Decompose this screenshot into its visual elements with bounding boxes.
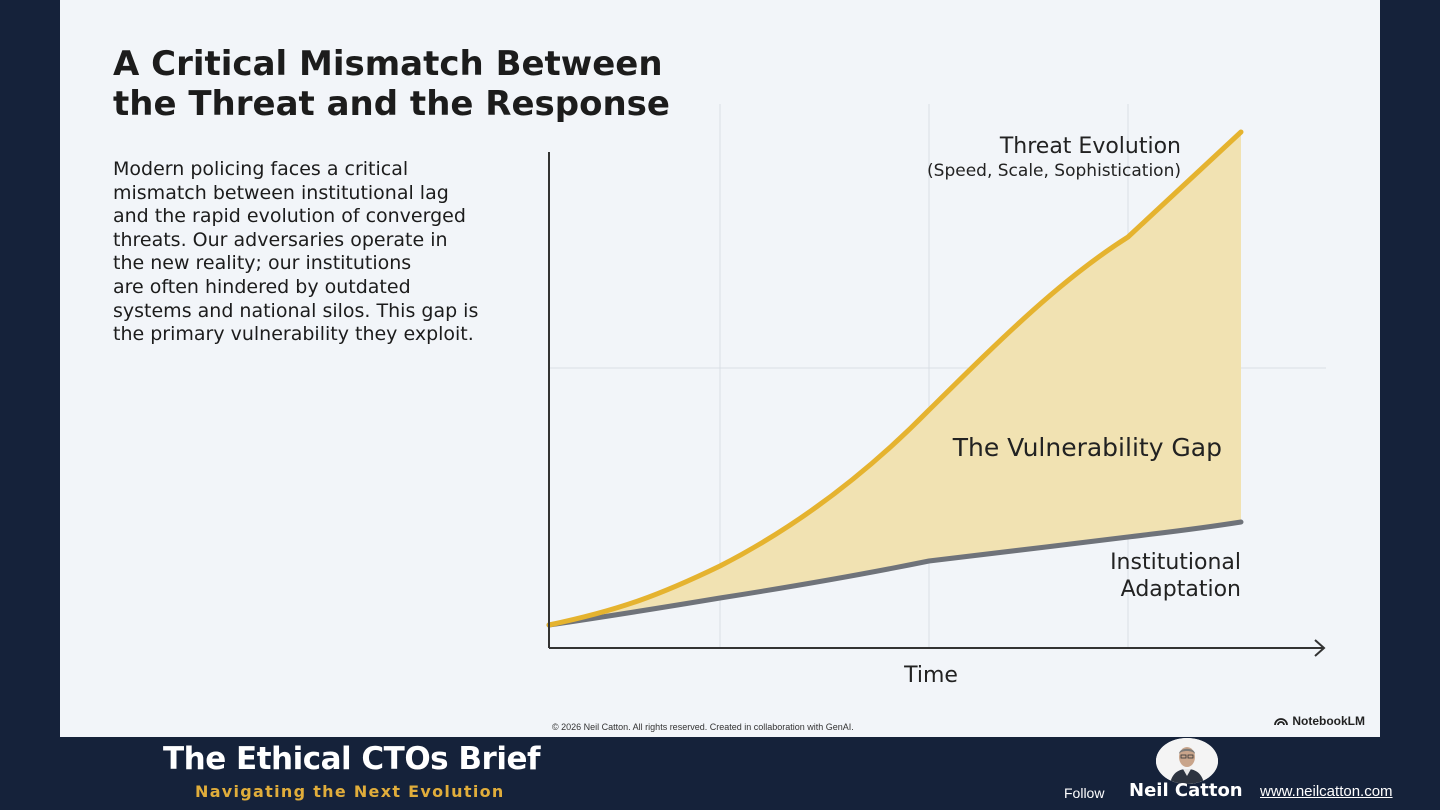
x-axis-label: Time [903,663,958,688]
author-name[interactable]: Neil Catton [1129,780,1243,801]
institution-label: Institutional [1110,550,1241,575]
threat-sublabel: (Speed, Scale, Sophistication) [927,161,1181,181]
avatar-portrait [1156,738,1218,784]
banner-title: The Ethical CTOs Brief [163,741,540,777]
gap-label: The Vulnerability Gap [952,433,1222,462]
slide: A Critical Mismatch Between the Threat a… [60,0,1380,737]
threat-evolution-line [546,129,1244,628]
body-line: systems and national silos. This gap is [113,299,479,322]
body-line: the primary vulnerability they exploit. [113,323,474,346]
body-paragraph: Modern policing faces a critical mismatc… [113,158,503,347]
notebooklm-brand: NotebookLM [1274,714,1365,728]
body-line: Modern policing faces a critical [113,158,409,180]
banner-subtitle: Navigating the Next Evolution [195,782,505,801]
x-axis-arrowhead [1314,639,1326,657]
notebooklm-label: NotebookLM [1292,714,1365,728]
notebooklm-icon [1274,718,1289,726]
body-line: are often hindered by outdated [113,275,411,298]
body-line: mismatch between institutional lag [113,181,449,204]
website-link[interactable]: www.neilcatton.com [1260,783,1393,800]
institutional-adaptation-line [546,519,1244,628]
page-title: A Critical Mismatch Between the Threat a… [113,44,713,124]
threat-label: Threat Evolution [999,134,1181,159]
mismatch-diagram: Threat Evolution (Speed, Scale, Sophisti… [546,104,1326,688]
title-line: A Critical Mismatch Between [113,44,663,84]
body-line: and the rapid evolution of converged [113,205,466,228]
follow-label[interactable]: Follow [1064,785,1105,801]
institution-label: Adaptation [1121,577,1241,602]
vulnerability-gap-area [549,132,1241,625]
avatar[interactable] [1156,738,1218,784]
body-line: the new reality; our institutions [113,252,412,275]
body-line: threats. Our adversaries operate in [113,228,448,251]
title-line: the Threat and the Response [113,84,670,124]
copyright-note: © 2026 Neil Catton. All rights reserved.… [552,722,854,732]
